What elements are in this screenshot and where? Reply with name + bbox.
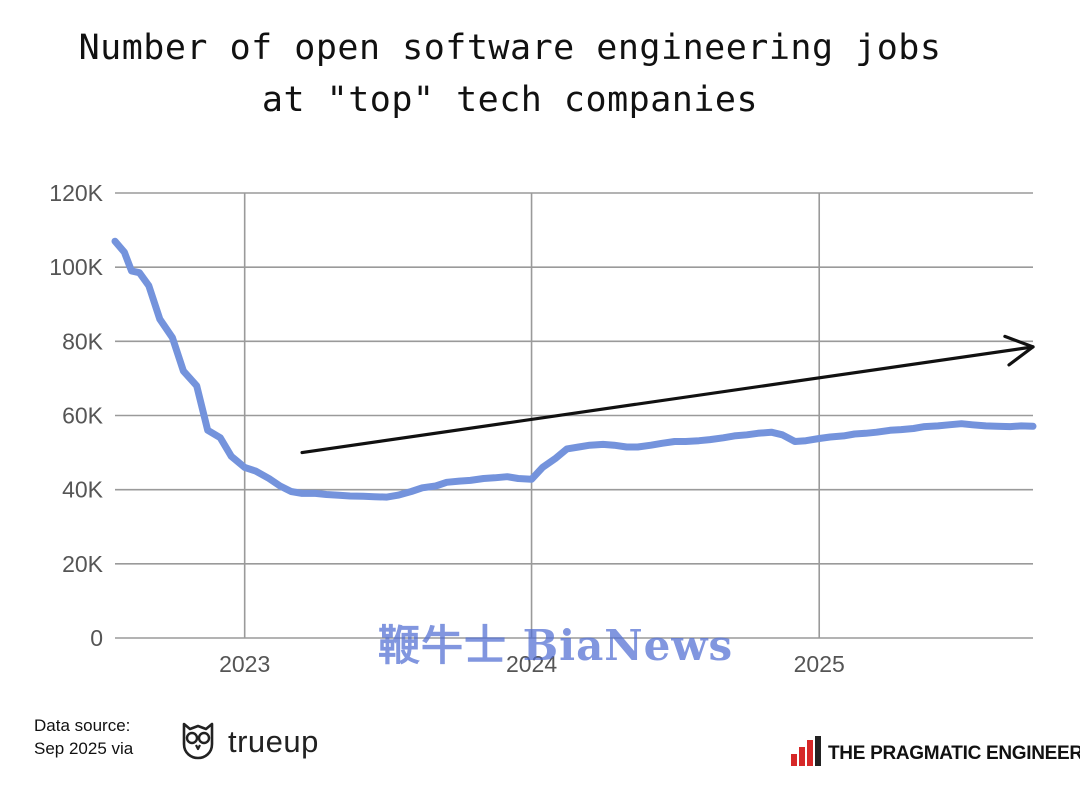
trueup-logo: trueup [180,718,319,765]
x-tick-label: 2025 [794,651,845,677]
series-line [111,237,1037,501]
chart-annotations [300,334,1035,455]
chart-grid [115,192,1033,639]
bar-chart-logo-icon [790,736,822,771]
chart-title-line-2: at "top" tech companies [261,80,759,120]
y-tick-label: 60K [62,403,104,429]
trueup-wordmark: trueup [228,723,319,759]
data-source: Data source: Sep 2025 via [34,714,133,760]
y-tick-label: 100K [49,254,103,280]
y-tick-label: 20K [62,551,104,577]
watermark: 鞭牛士 BiaNews [378,621,734,670]
pragmatic-engineer-wordmark: THE PRAGMATIC ENGINEER [828,742,1080,764]
x-tick-label: 2024 [506,651,557,677]
chart-title-line-1: Number of open software engineering jobs [78,28,942,68]
owl-icon [180,718,216,765]
pragmatic-engineer-logo: THE PRAGMATIC ENGINEER [790,736,1080,771]
chart-title: Number of open software engineering jobs… [40,22,980,126]
trend-arrow-head [1003,334,1035,367]
trend-arrow-line [300,345,1035,455]
y-tick-label: 40K [62,477,104,503]
y-tick-label: 120K [49,180,103,206]
x-tick-label: 2023 [219,651,270,677]
y-tick-label: 80K [62,328,104,354]
data-source-line-2: Sep 2025 via [34,739,134,758]
axis-labels: 0 20K 40K 60K 80K 100K 120K 2023 2024 2025 [49,180,845,677]
y-tick-label: 0 [90,625,103,651]
data-source-line-1: Data source: [34,716,131,735]
